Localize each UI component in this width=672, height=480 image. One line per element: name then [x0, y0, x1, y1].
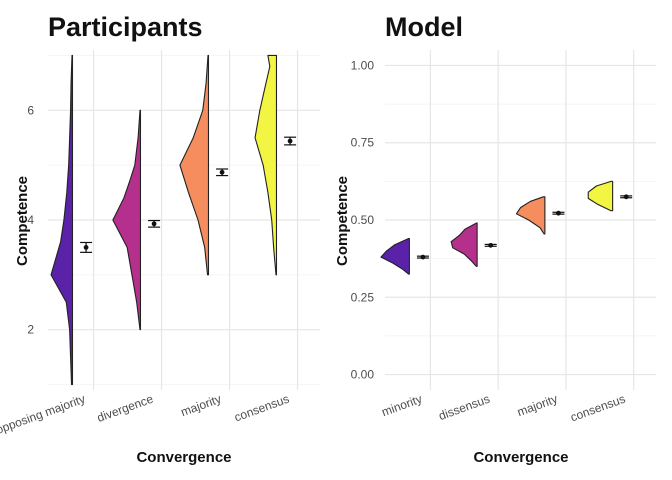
- participants-x-tick-label-consensus: consensus: [232, 392, 291, 425]
- participants-y-axis-title: Competence: [14, 176, 31, 266]
- participants-x-axis-title: Convergence: [136, 449, 231, 466]
- participants-mean-point-consensus: [284, 136, 297, 146]
- participants-violin-opposing-majority: [50, 54, 74, 386]
- participants-violin-divergence: [112, 109, 142, 331]
- model-title: Model: [385, 12, 463, 42]
- model-y-tick-label: 0.25: [351, 290, 375, 304]
- participants-y-tick-label: 6: [27, 103, 34, 117]
- model-y-tick-label: 0.50: [351, 213, 375, 227]
- model-y-axis-title: Competence: [334, 176, 351, 266]
- model-x-tick-label-dissensus: dissensus: [437, 392, 492, 423]
- participants-mean-point-divergence: [148, 219, 161, 228]
- participants-x-tick-label-divergence: divergence: [95, 392, 155, 425]
- participants-mean-point-majority: [216, 168, 229, 177]
- participants-grid: [48, 50, 320, 390]
- participants-violin-majority: [179, 54, 210, 276]
- model-x-tick-label-majority: majority: [515, 392, 559, 420]
- model-violin-consensus: [587, 180, 614, 212]
- model-x-axis-title: Convergence: [473, 449, 568, 466]
- model-mean-point-majority: [552, 210, 565, 216]
- participants-panel: Participants Convergence Competence 2 4 6 o…: [0, 12, 320, 466]
- model-x-tick-label-minority: minority: [380, 392, 424, 420]
- model-mean-point-consensus: [620, 194, 633, 200]
- model-violin-majority: [515, 196, 546, 235]
- participants-y-tick-label: 2: [27, 323, 34, 337]
- model-y-tick-label: 0.00: [351, 368, 375, 382]
- model-y-tick-label: 1.00: [351, 58, 375, 72]
- participants-x-tick-label-majority: majority: [179, 392, 223, 420]
- model-mean-point-dissensus: [484, 242, 497, 248]
- model-mean-point-minority: [416, 254, 429, 260]
- participants-violin-consensus: [254, 54, 278, 276]
- participants-mean-point-opposing-majority: [80, 241, 93, 253]
- model-violin-dissensus: [450, 222, 478, 267]
- model-grid: [385, 50, 656, 390]
- model-x-tick-label-consensus: consensus: [569, 392, 628, 425]
- participants-x-tick-label-opposing-majority: opposing majority: [0, 392, 87, 437]
- participants-title: Participants: [48, 12, 203, 42]
- model-panel: Model Convergence Competence 0.00 0.25 0.5…: [334, 12, 656, 466]
- participants-y-tick-label: 4: [27, 213, 34, 227]
- model-y-tick-label: 0.75: [351, 136, 375, 150]
- model-violin-minority: [380, 237, 410, 275]
